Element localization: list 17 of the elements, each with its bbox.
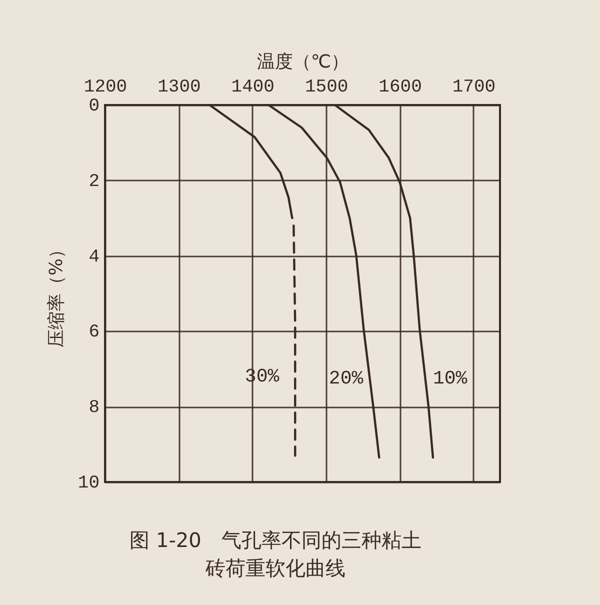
x-tick-label: 1700 <box>452 78 496 98</box>
x-axis-title: 温度（℃） <box>256 52 350 72</box>
x-tick-label: 1500 <box>304 78 348 98</box>
y-tick-label: 8 <box>88 398 100 418</box>
x-tick-label: 1600 <box>378 78 422 98</box>
y-tick-label: 0 <box>88 96 100 116</box>
x-tick-label: 1300 <box>158 78 201 98</box>
series-label: 20% <box>328 367 364 390</box>
x-tick-label: 1400 <box>231 78 274 98</box>
x-tick-label: 1200 <box>84 78 128 98</box>
text: 图 1-20 气孔率不同的三种粘土砖荷重软化曲线 <box>130 528 422 580</box>
y-axis-title: 压缩率（%） <box>46 240 67 348</box>
y-tick-label: 6 <box>88 322 100 343</box>
y-tick-label: 4 <box>88 247 100 268</box>
y-tick-label: 10 <box>78 474 100 494</box>
y-tick-label: 2 <box>88 172 100 192</box>
series-label: 10% <box>432 367 468 390</box>
